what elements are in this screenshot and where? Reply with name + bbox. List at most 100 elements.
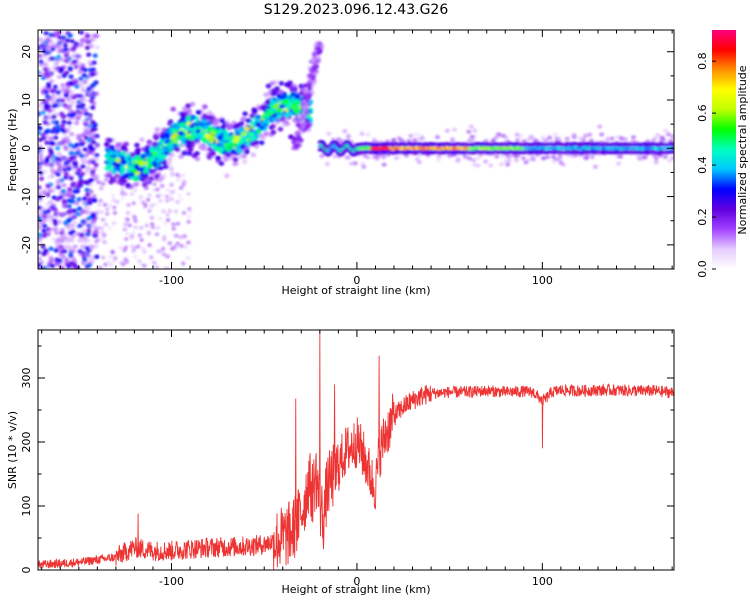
spectral-cell [96, 180, 101, 185]
spectral-cell [60, 262, 66, 267]
spectral-cell [88, 158, 94, 164]
spectral-cell [530, 157, 536, 162]
spectral-cell [314, 69, 319, 74]
spectral-cell [181, 179, 187, 184]
spectral-cell [125, 218, 131, 222]
spectral-cell [108, 254, 113, 259]
spectral-cell [106, 169, 112, 175]
spectral-cell [475, 163, 481, 168]
spectral-cell [90, 139, 97, 145]
spectral-cell [138, 225, 144, 230]
spectral-cell [533, 138, 538, 143]
spectrogram-y-tick-label: 10 [20, 93, 33, 107]
spectral-cell [505, 153, 511, 158]
spectral-cell [49, 135, 55, 141]
spectral-cell [56, 219, 62, 225]
colorbar-tick-label: 0.2 [696, 208, 709, 226]
spectral-cell [290, 105, 296, 110]
spectral-cell [168, 166, 174, 172]
spectral-cell [206, 110, 213, 116]
spectral-cell [381, 155, 387, 160]
spectral-cell [186, 214, 192, 219]
spectral-cell [352, 161, 358, 166]
spectral-cell [38, 157, 44, 162]
spectral-cell [99, 236, 104, 241]
spectral-cell [107, 162, 114, 168]
spectral-cell [112, 221, 117, 226]
spectral-cell [291, 136, 297, 141]
spectral-cell [39, 220, 45, 225]
spectral-cell [545, 155, 551, 159]
spectral-cell [133, 164, 140, 169]
spectral-cell [273, 88, 279, 94]
spectral-cell [121, 262, 126, 267]
spectral-cell [312, 78, 318, 84]
snr-frame [37, 329, 675, 571]
spectral-cell [69, 113, 75, 118]
spectral-cell [131, 249, 136, 254]
spectral-cell [40, 100, 46, 105]
spectral-cell [38, 185, 42, 190]
spectral-cell [66, 190, 72, 195]
spectral-cell [57, 164, 64, 169]
spectral-cell [181, 150, 188, 156]
spectral-cell [631, 135, 636, 140]
spectral-cell [130, 231, 136, 235]
spectral-cell [92, 53, 98, 58]
spectral-cell [42, 72, 48, 77]
spectral-cell [307, 81, 312, 87]
snr-y-tick-label: 100 [20, 496, 33, 517]
spectral-cell [38, 148, 41, 154]
spectral-cell [80, 164, 86, 169]
spectral-cell [223, 136, 230, 142]
spectral-cell [154, 127, 161, 133]
spectral-cell [131, 201, 136, 206]
spectral-cell [86, 216, 92, 221]
spectral-cell [89, 127, 95, 133]
spectral-cell [94, 45, 100, 50]
spectral-cell [263, 131, 270, 137]
spectral-cell [290, 92, 296, 97]
spectral-cell [284, 82, 290, 88]
spectral-cell [108, 263, 114, 268]
spectral-cell [74, 189, 81, 194]
spectral-cell [95, 238, 100, 243]
spectral-cell [91, 82, 97, 87]
spectral-cell [296, 122, 301, 128]
colorbar-tick-label: 0.4 [696, 156, 709, 174]
spectral-cell [69, 132, 75, 137]
spectral-cell [218, 147, 224, 153]
spectral-cell [171, 222, 176, 227]
spectral-cell [123, 257, 128, 262]
spectral-cell [515, 137, 521, 142]
snr-y-axis-label: SNR (10 * v/v) [6, 411, 19, 489]
spectral-cell [150, 225, 156, 230]
spectral-cell [68, 108, 74, 114]
spectral-cell [79, 171, 86, 176]
spectral-cell [175, 178, 181, 182]
spectral-cell [84, 45, 90, 50]
spectral-cell [671, 150, 674, 154]
spectral-cell [41, 251, 47, 257]
spectral-cell [206, 127, 213, 133]
spectral-cell [346, 133, 351, 138]
spectral-cell [110, 193, 116, 198]
spectral-cell [53, 61, 60, 66]
spectral-cell [233, 160, 239, 166]
spectral-cell [81, 199, 88, 205]
spectral-cell [148, 169, 155, 175]
spectral-cell [526, 157, 532, 162]
spectral-cell [653, 156, 659, 161]
spectral-cell [258, 125, 265, 131]
colorbar-tick-label: 0.0 [696, 260, 709, 278]
spectral-cell [670, 134, 674, 139]
spectral-cell [239, 144, 246, 149]
spectral-cell [82, 196, 88, 201]
spectral-cell [69, 263, 75, 269]
spectral-cell [166, 161, 172, 166]
spectral-cell [57, 252, 64, 258]
spectral-cell [564, 136, 570, 141]
spectral-cell [78, 68, 84, 74]
spectral-cell [71, 168, 78, 173]
